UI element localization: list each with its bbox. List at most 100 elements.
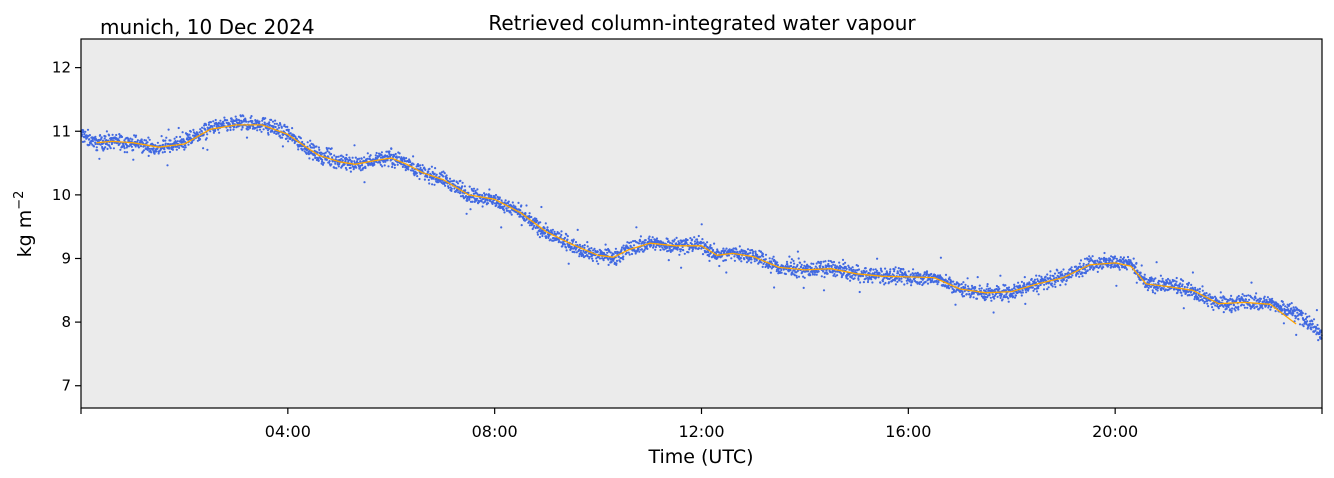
scatter-point <box>1191 271 1194 274</box>
scatter-point <box>615 262 618 265</box>
scatter-point <box>247 120 250 123</box>
scatter-point <box>240 128 243 131</box>
scatter-point <box>875 276 878 279</box>
scatter-point <box>925 271 929 275</box>
scatter-point <box>724 259 728 262</box>
scatter-point <box>912 268 915 271</box>
scatter-point <box>771 257 774 260</box>
scatter-point <box>271 120 275 123</box>
scatter-point <box>363 156 366 159</box>
scatter-point <box>1032 289 1035 292</box>
scatter-point <box>897 267 900 270</box>
scatter-point <box>464 195 468 198</box>
scatter-point <box>171 148 174 151</box>
scatter-point <box>597 262 600 265</box>
scatter-point <box>490 196 493 199</box>
scatter-point <box>400 163 403 166</box>
scatter-point <box>1152 280 1155 283</box>
scatter-point <box>984 290 987 293</box>
scatter-point <box>790 258 794 261</box>
scatter-point <box>333 166 336 169</box>
scatter-point <box>540 205 543 209</box>
scatter-point <box>683 252 686 255</box>
y-axis-label: kg m−2 <box>12 191 36 258</box>
scatter-point <box>1046 288 1049 291</box>
scatter-point <box>1188 294 1191 297</box>
scatter-point <box>335 155 338 158</box>
scatter-point <box>123 151 126 154</box>
scatter-point <box>387 165 390 168</box>
scatter-point <box>704 244 707 247</box>
scatter-point <box>256 119 259 122</box>
location-date-label: munich, 10 Dec 2024 <box>100 15 315 39</box>
scatter-point <box>1269 308 1272 311</box>
scatter-point <box>287 128 290 131</box>
scatter-point <box>86 136 89 139</box>
scatter-point <box>998 287 1001 290</box>
scatter-point <box>536 231 539 234</box>
scatter-point <box>1176 291 1179 294</box>
scatter-point <box>1282 303 1285 306</box>
scatter-point <box>993 297 996 300</box>
scatter-point <box>148 147 151 150</box>
scatter-point <box>280 126 283 129</box>
scatter-point <box>355 166 358 169</box>
scatter-point <box>785 260 789 263</box>
scatter-point <box>631 249 634 252</box>
scatter-point <box>972 296 975 299</box>
scatter-point <box>376 157 379 160</box>
scatter-point <box>809 274 812 277</box>
scatter-point <box>103 147 106 150</box>
scatter-point <box>375 160 378 163</box>
scatter-point <box>1179 289 1182 292</box>
scatter-point <box>573 251 576 254</box>
scatter-point <box>952 280 955 283</box>
scatter-point <box>164 139 167 142</box>
scatter-point <box>1186 286 1189 289</box>
scatter-point <box>574 241 578 244</box>
scatter-point <box>84 130 87 133</box>
scatter-point <box>1039 283 1042 287</box>
scatter-point <box>456 182 460 185</box>
y-tick-label: 7 <box>61 377 71 395</box>
scatter-point <box>137 146 140 149</box>
scatter-point <box>275 122 278 125</box>
scatter-point <box>1086 269 1089 272</box>
scatter-point <box>596 250 599 253</box>
scatter-point <box>359 164 362 167</box>
scatter-point <box>476 197 479 200</box>
scatter-point <box>1233 307 1236 310</box>
scatter-point <box>996 295 999 298</box>
scatter-point <box>1052 275 1055 278</box>
scatter-point <box>1143 273 1146 276</box>
scatter-point <box>628 241 631 244</box>
scatter-point <box>706 241 709 244</box>
scatter-point <box>842 271 846 275</box>
scatter-point <box>1033 287 1036 291</box>
scatter-point <box>708 259 711 262</box>
scatter-point <box>467 191 470 194</box>
scatter-point <box>373 163 376 166</box>
scatter-point <box>1056 269 1059 272</box>
scatter-point <box>560 230 563 233</box>
scatter-point <box>349 163 352 167</box>
scatter-point <box>306 141 309 144</box>
scatter-point <box>1027 289 1030 292</box>
scatter-point <box>1050 282 1053 285</box>
scatter-point <box>1267 304 1270 307</box>
scatter-point <box>321 158 324 161</box>
scatter-point <box>639 235 643 238</box>
scatter-point <box>123 147 126 150</box>
scatter-point <box>104 146 107 149</box>
scatter-point <box>434 167 437 170</box>
scatter-point <box>811 271 814 274</box>
scatter-point <box>337 165 340 168</box>
scatter-point <box>1217 307 1220 310</box>
scatter-point <box>691 238 694 241</box>
scatter-point <box>787 270 790 273</box>
scatter-point <box>104 135 107 138</box>
scatter-point <box>203 124 206 127</box>
scatter-point <box>509 211 512 214</box>
scatter-point <box>822 270 825 273</box>
